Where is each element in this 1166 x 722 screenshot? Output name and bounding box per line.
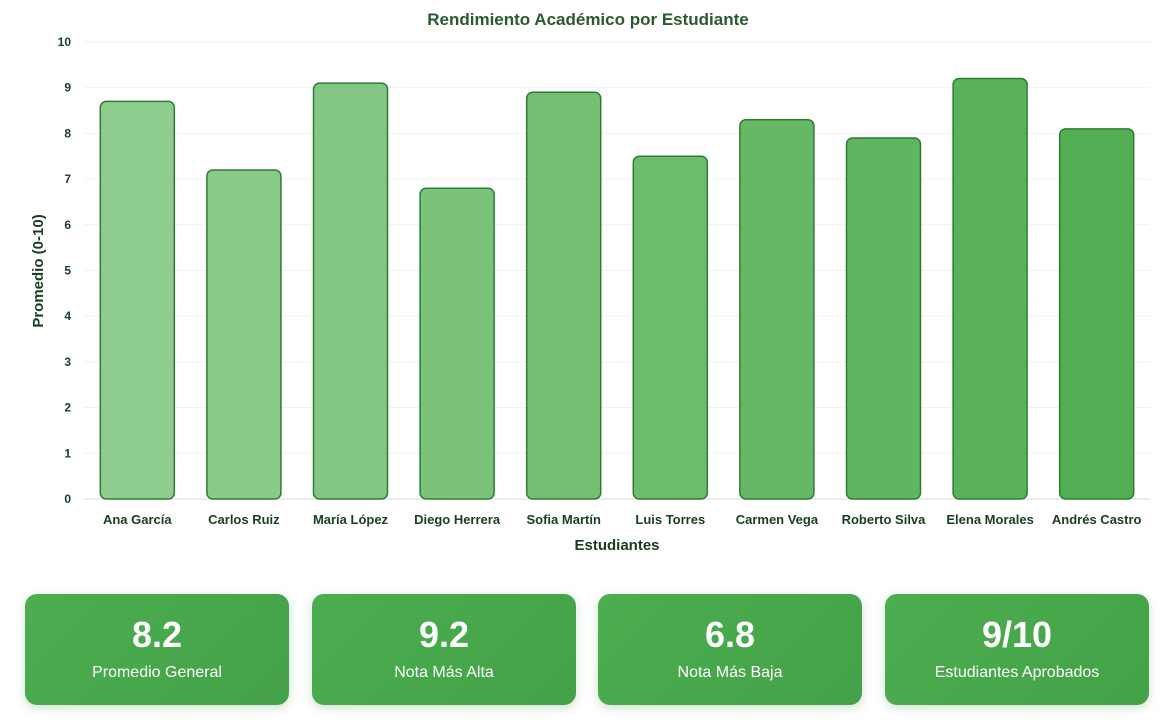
x-tick-label: Carmen Vega (736, 512, 819, 527)
stat-value: 8.2 (131, 614, 183, 655)
x-tick-label: Andrés Castro (1052, 512, 1142, 527)
stat-label: Promedio General (92, 664, 222, 681)
bar[interactable] (419, 187, 495, 500)
stat-label: Nota Más Baja (677, 664, 783, 681)
bar[interactable] (739, 118, 815, 500)
bars (99, 77, 1135, 500)
y-tick-label: 10 (58, 35, 72, 49)
bar-chart: Rendimiento Académico por Estudiante 0 1 2… (30, 10, 1150, 554)
y-axis-title: Promedio (0-10) (30, 214, 47, 327)
y-tick-label: 9 (64, 81, 71, 95)
x-tick-label: Diego Herrera (414, 512, 501, 527)
bar[interactable] (1058, 128, 1135, 500)
y-axis-ticks: 0 1 2 3 4 5 6 7 8 9 10 (58, 35, 72, 506)
stat-label: Estudiantes Aprobados (934, 664, 1100, 681)
y-tick-label: 3 (64, 355, 71, 369)
y-tick-label: 8 (64, 126, 71, 140)
stat-card-passed: 9/10 Estudiantes Aprobados (885, 594, 1149, 705)
chart-title: Rendimiento Académico por Estudiante (427, 10, 748, 29)
bar[interactable] (312, 82, 389, 500)
stat-value: 9/10 (981, 614, 1053, 655)
bar[interactable] (845, 137, 922, 500)
x-tick-label: Roberto Silva (842, 512, 927, 527)
x-axis-ticks: Ana García Carlos Ruiz María López Diego He… (103, 512, 1142, 527)
y-tick-label: 4 (64, 309, 71, 323)
y-tick-label: 7 (64, 172, 71, 186)
stats-cards: 8.2 Promedio General 9.2 Nota Más Alta 6… (25, 594, 1151, 705)
y-tick-label: 2 (64, 401, 71, 415)
x-tick-label: María López (313, 512, 389, 527)
y-tick-label: 5 (64, 264, 71, 278)
x-tick-label: Elena Morales (946, 512, 1033, 527)
x-tick-label: Luis Torres (635, 512, 705, 527)
stat-value: 6.8 (704, 614, 756, 655)
bar[interactable] (525, 91, 602, 500)
stat-card-lowest: 6.8 Nota Más Baja (598, 594, 862, 705)
stat-label: Nota Más Alta (394, 664, 494, 681)
y-tick-label: 0 (64, 492, 71, 506)
bar[interactable] (99, 100, 176, 500)
bar[interactable] (206, 169, 282, 500)
x-tick-label: Sofia Martín (526, 512, 600, 527)
stat-card-highest: 9.2 Nota Más Alta (312, 594, 576, 705)
x-tick-label: Carlos Ruiz (208, 512, 280, 527)
stat-value: 9.2 (418, 614, 470, 655)
x-tick-label: Ana García (103, 512, 172, 527)
y-tick-label: 6 (64, 218, 71, 232)
bar[interactable] (632, 155, 709, 500)
stat-card-average: 8.2 Promedio General (25, 594, 289, 705)
x-axis-title: Estudiantes (574, 537, 659, 554)
bar[interactable] (952, 77, 1028, 500)
y-tick-label: 1 (64, 446, 71, 460)
